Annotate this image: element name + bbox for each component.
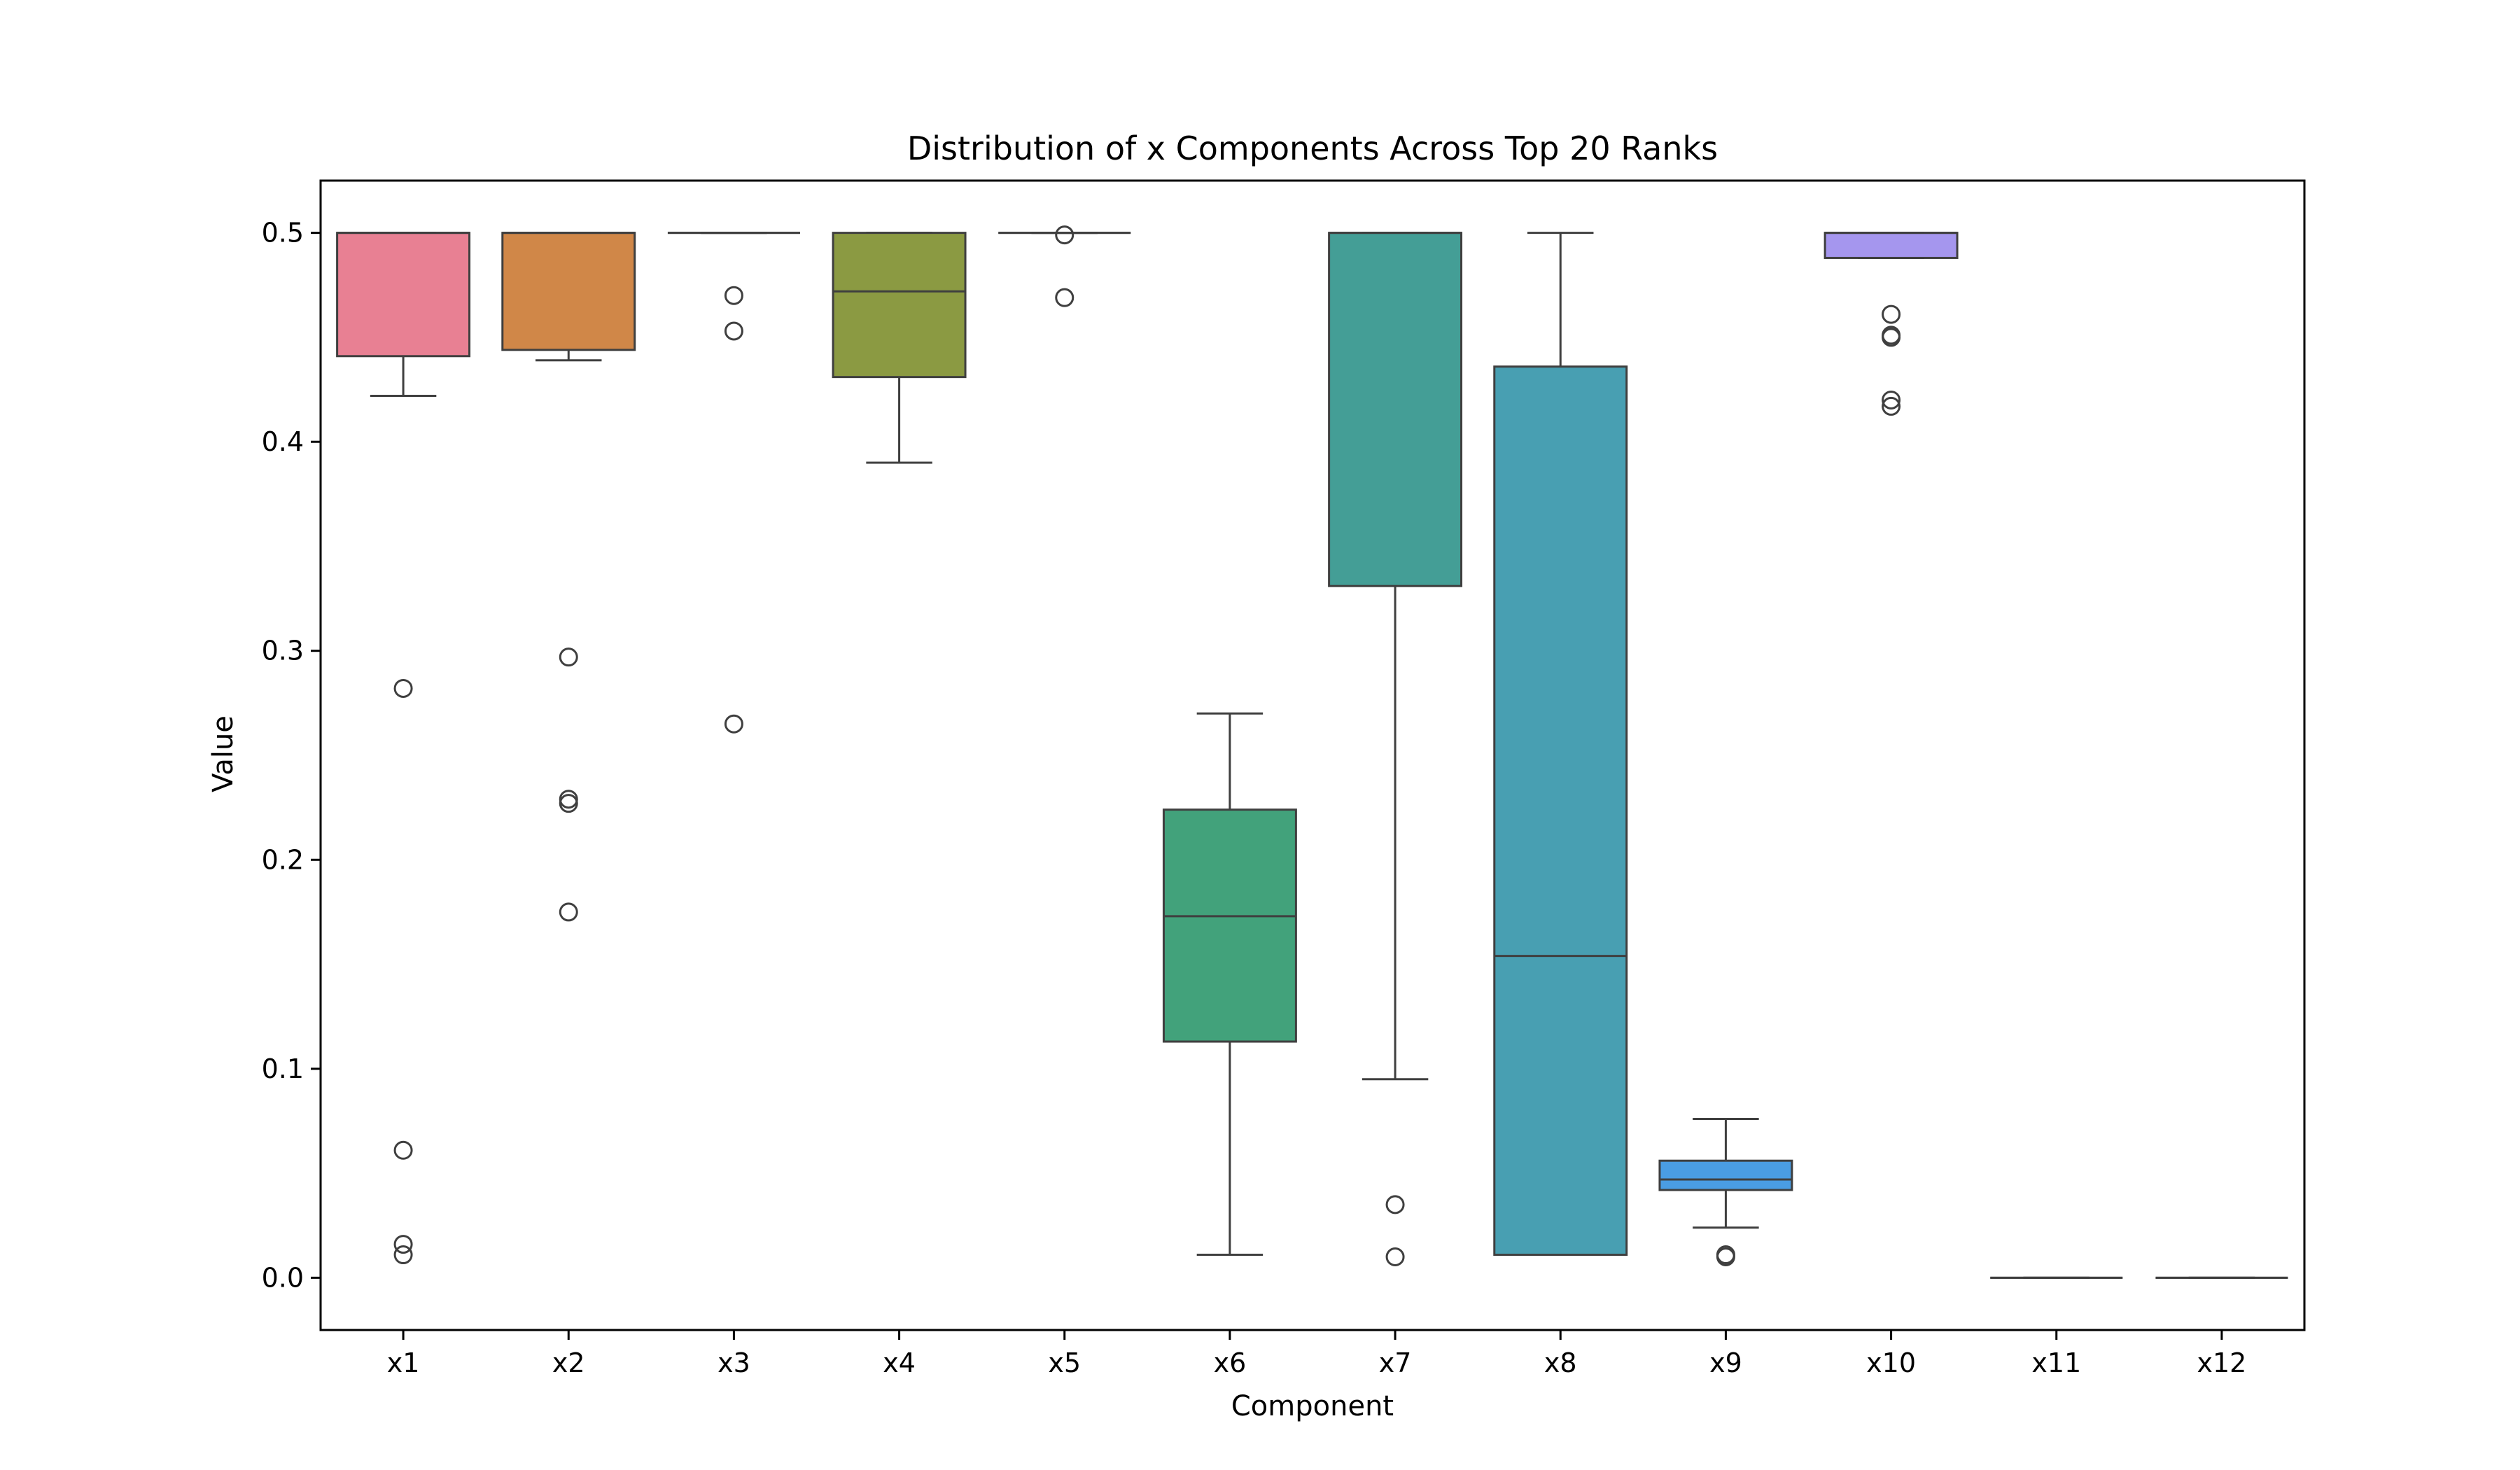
outlier-point [559,648,578,667]
box-x7 [1328,232,1463,1267]
x-tick-label: x1 [387,1348,420,1378]
outlier-point [393,678,413,698]
box-x4 [832,232,967,464]
box-body [336,232,471,358]
box-body [501,232,636,351]
box-body [832,232,967,379]
x-tick-label: x10 [1866,1348,1916,1378]
box-body [1658,1159,1793,1191]
chart-title: Distribution of x Components Across Top … [907,130,1718,167]
box-body [1328,232,1463,587]
x-tick-label: x8 [1544,1348,1577,1378]
outlier-point [1385,1247,1405,1267]
outlier-point [1882,396,1901,416]
x-tick-label: x2 [552,1348,585,1378]
x-axis-label: Component [1231,1390,1394,1422]
box-x8 [1493,232,1628,1256]
box-x1 [336,232,471,1265]
y-tick-label: 0.2 [262,844,304,875]
outlier-point [1055,288,1074,307]
box-x9 [1658,1117,1793,1267]
x-tick-label: x12 [2197,1348,2246,1378]
y-tick-label: 0.4 [262,426,304,457]
outlier-point [1385,1195,1405,1214]
box-body [1493,365,1628,1256]
outlier-point [1882,328,1901,347]
box-x2 [501,232,636,922]
x-tick-label: x7 [1379,1348,1412,1378]
outlier-point [724,286,743,305]
x-tick-label: x11 [2031,1348,2081,1378]
outlier-point [559,902,578,922]
x-tick-label: x3 [718,1348,750,1378]
outlier-point [393,1235,413,1254]
outlier-point [1716,1247,1735,1267]
outlier-point [724,714,743,734]
plot-frame [319,179,2306,1331]
outlier-point [393,1140,413,1160]
box-x5 [998,225,1131,307]
box-x3 [667,232,800,734]
box-body [1823,232,1959,259]
y-axis-label: Value [207,715,239,792]
x-tick-label: x6 [1214,1348,1247,1378]
outlier-point [1055,225,1074,245]
x-tick-label: x9 [1709,1348,1742,1378]
plot-marks [336,225,2288,1279]
x-tick-label: x5 [1048,1348,1081,1378]
outlier-point [559,790,578,809]
x-tick-label: x4 [883,1348,916,1378]
box-body [1162,808,1297,1043]
y-tick-label: 0.5 [262,218,304,248]
outlier-point [559,794,578,813]
box-x10 [1823,232,1959,416]
box-x6 [1162,712,1297,1256]
axis-ticks: 0.0 0.1 0.2 0.3 0.4 0.5 x1 x2 x3 x4 x5 x6 x7 x8 x9 x10 x… [262,218,2247,1378]
outlier-point [393,1245,413,1265]
outlier-point [1882,304,1901,324]
y-tick-label: 0.0 [262,1262,304,1293]
outlier-point [724,321,743,341]
outlier-point [1882,390,1901,410]
y-tick-label: 0.3 [262,636,304,666]
y-tick-label: 0.1 [262,1054,304,1084]
